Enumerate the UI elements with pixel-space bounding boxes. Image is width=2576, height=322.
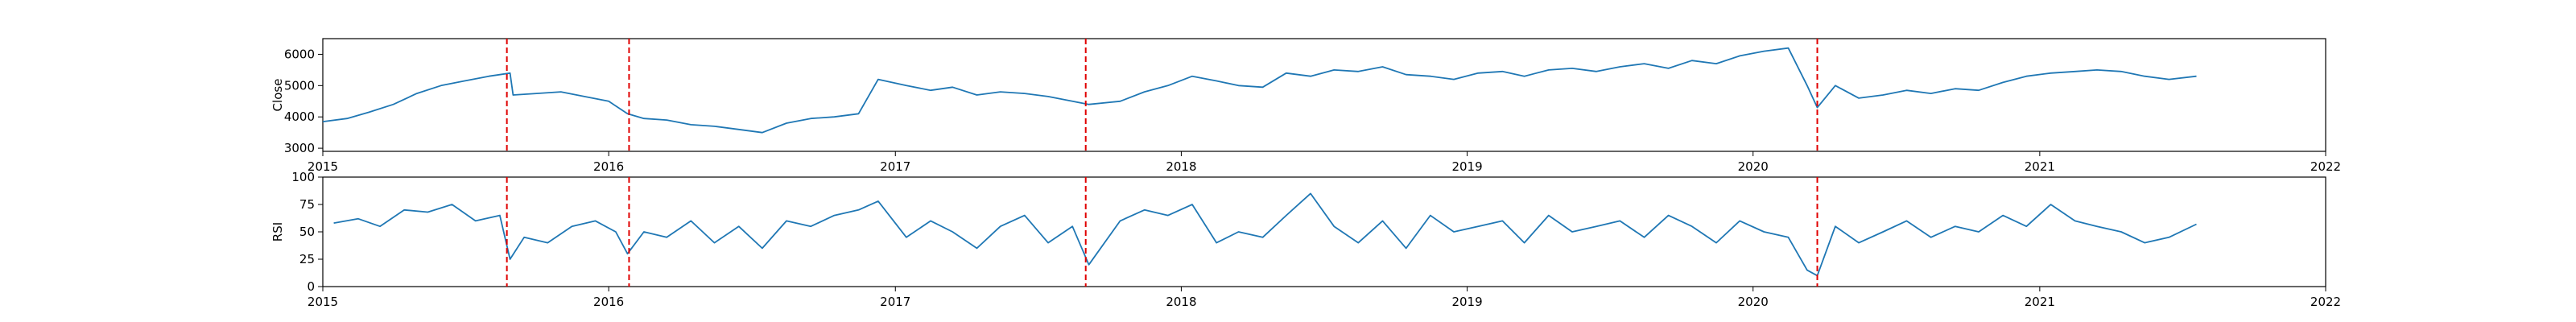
x-tick-label: 2016 xyxy=(593,159,624,174)
x-tick-label: 2022 xyxy=(2310,295,2341,309)
x-tick-label: 2019 xyxy=(1451,295,1482,309)
x-tick-label: 2016 xyxy=(593,295,624,309)
y-tick-label: 0 xyxy=(307,279,315,294)
x-tick-label: 2022 xyxy=(2310,159,2341,174)
x-tick-label: 2018 xyxy=(1166,295,1196,309)
plot-frame xyxy=(322,176,2326,287)
y-tick-label: 75 xyxy=(299,197,315,212)
y-tick-label: 6000 xyxy=(284,47,315,61)
y-tick-label: 50 xyxy=(299,225,315,239)
x-tick-label: 2015 xyxy=(308,295,338,309)
close-price-panel: 2015 2016 2017 2018 2019 2020 2021 2022 3000 4000… xyxy=(270,38,2341,174)
y-axis-label: Close xyxy=(270,79,285,112)
series-line xyxy=(322,47,2197,134)
x-tick-label: 2019 xyxy=(1451,159,1482,174)
series-line xyxy=(333,192,2197,277)
x-tick-label: 2020 xyxy=(1738,295,1769,309)
x-tick-label: 2021 xyxy=(2025,159,2055,174)
x-tick-label: 2018 xyxy=(1166,159,1196,174)
y-tick-label: 25 xyxy=(299,252,315,266)
y-tick-label: 4000 xyxy=(284,109,315,124)
rsi-panel: 2015 2016 2017 2018 2019 2020 2021 2022 0 25 50 75 1… xyxy=(270,170,2341,309)
x-tick-label: 2015 xyxy=(308,159,338,174)
x-tick-label: 2020 xyxy=(1738,159,1769,174)
y-tick-label: 100 xyxy=(291,170,315,184)
y-tick-label: 5000 xyxy=(284,78,315,93)
y-axis-label: RSI xyxy=(270,222,285,242)
x-tick-label: 2017 xyxy=(880,295,910,309)
plot-frame xyxy=(322,38,2326,152)
x-tick-label: 2021 xyxy=(2025,295,2055,309)
x-tick-label: 2017 xyxy=(880,159,910,174)
y-tick-label: 3000 xyxy=(284,141,315,155)
